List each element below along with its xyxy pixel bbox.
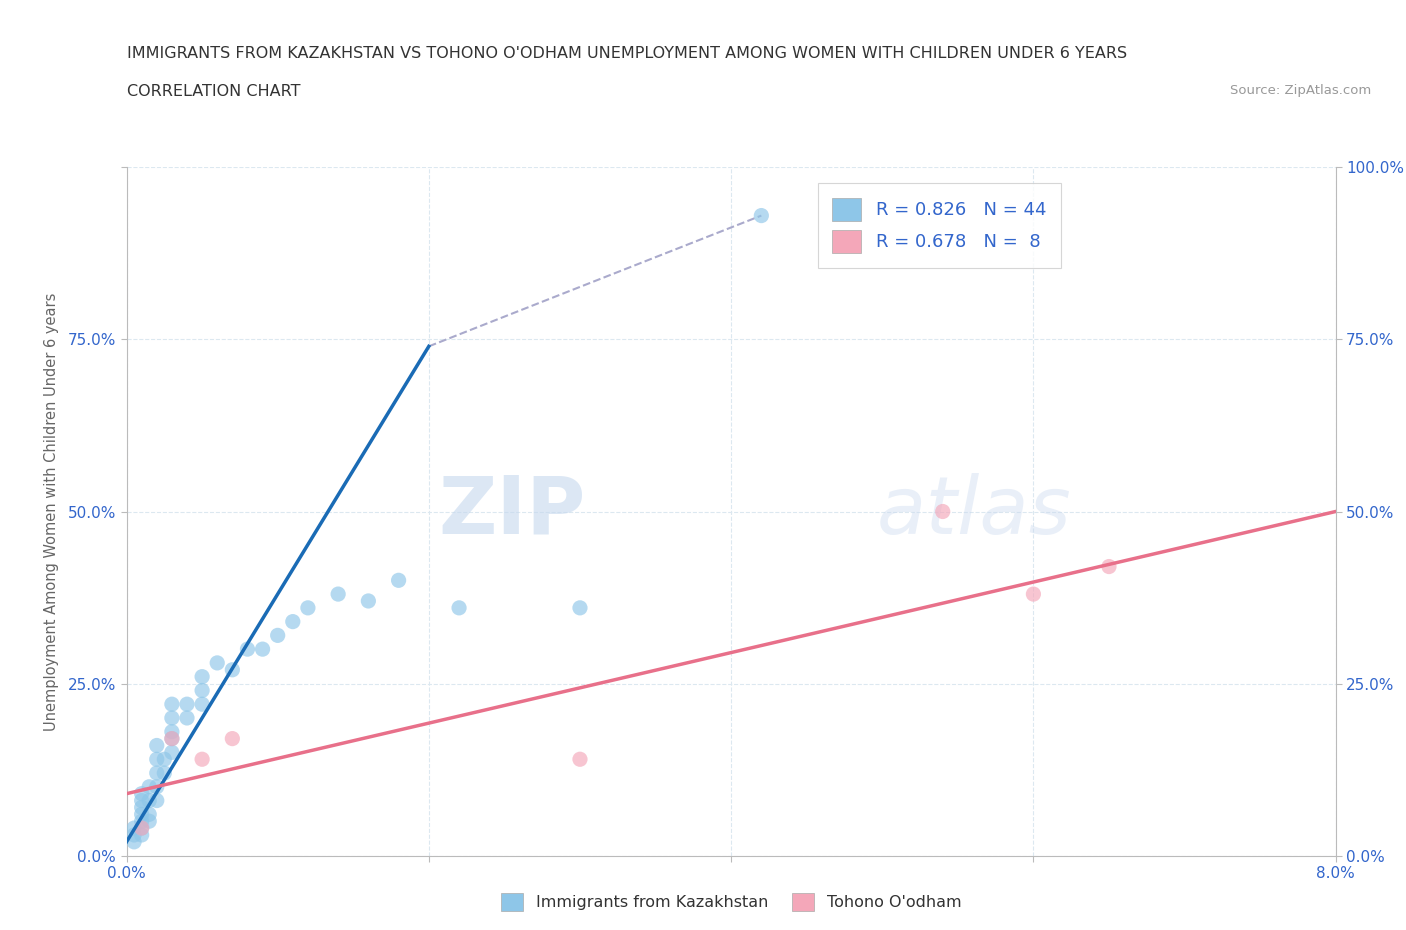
Point	[221, 731, 243, 746]
Text: CORRELATION CHART: CORRELATION CHART	[127, 84, 299, 99]
Point	[131, 786, 153, 801]
Point	[131, 820, 153, 835]
Point	[138, 793, 160, 808]
Point	[160, 731, 183, 746]
Point	[191, 751, 214, 766]
Point	[122, 828, 145, 843]
Point	[267, 628, 290, 643]
Point	[236, 642, 259, 657]
Point	[252, 642, 274, 657]
Point	[131, 828, 153, 843]
Point	[191, 670, 214, 684]
Point	[221, 662, 243, 677]
Point	[176, 697, 198, 711]
Point	[751, 208, 773, 223]
Point	[122, 820, 145, 835]
Point	[131, 820, 153, 835]
Point	[146, 793, 169, 808]
Text: atlas: atlas	[876, 472, 1071, 551]
Point	[176, 711, 198, 725]
Point	[131, 807, 153, 822]
Point	[160, 724, 183, 739]
Point	[138, 814, 160, 829]
Point	[281, 614, 304, 629]
Point	[146, 738, 169, 753]
Point	[160, 697, 183, 711]
Point	[153, 751, 176, 766]
Text: IMMIGRANTS FROM KAZAKHSTAN VS TOHONO O'ODHAM UNEMPLOYMENT AMONG WOMEN WITH CHILD: IMMIGRANTS FROM KAZAKHSTAN VS TOHONO O'O…	[127, 46, 1126, 61]
Point	[138, 779, 160, 794]
Point	[357, 593, 380, 608]
Point	[138, 807, 160, 822]
Point	[131, 814, 153, 829]
Point	[568, 751, 592, 766]
Point	[191, 697, 214, 711]
Point	[160, 731, 183, 746]
Point	[146, 779, 169, 794]
Point	[146, 765, 169, 780]
Point	[205, 656, 228, 671]
Text: Source: ZipAtlas.com: Source: ZipAtlas.com	[1230, 84, 1371, 97]
Point	[146, 751, 169, 766]
Point	[388, 573, 411, 588]
Point	[160, 711, 183, 725]
Point	[131, 800, 153, 815]
Y-axis label: Unemployment Among Women with Children Under 6 years: Unemployment Among Women with Children U…	[45, 292, 59, 731]
Legend: Immigrants from Kazakhstan, Tohono O'odham: Immigrants from Kazakhstan, Tohono O'odh…	[494, 886, 969, 917]
Point	[122, 834, 145, 849]
Point	[160, 745, 183, 760]
Text: ZIP: ZIP	[439, 472, 586, 551]
Point	[1098, 559, 1121, 574]
Point	[326, 587, 350, 602]
Point	[191, 683, 214, 698]
Legend: R = 0.826   N = 44, R = 0.678   N =  8: R = 0.826 N = 44, R = 0.678 N = 8	[818, 183, 1060, 268]
Point	[568, 601, 592, 616]
Point	[447, 601, 470, 616]
Point	[932, 504, 955, 519]
Point	[1022, 587, 1045, 602]
Point	[297, 601, 319, 616]
Point	[131, 793, 153, 808]
Point	[153, 765, 176, 780]
